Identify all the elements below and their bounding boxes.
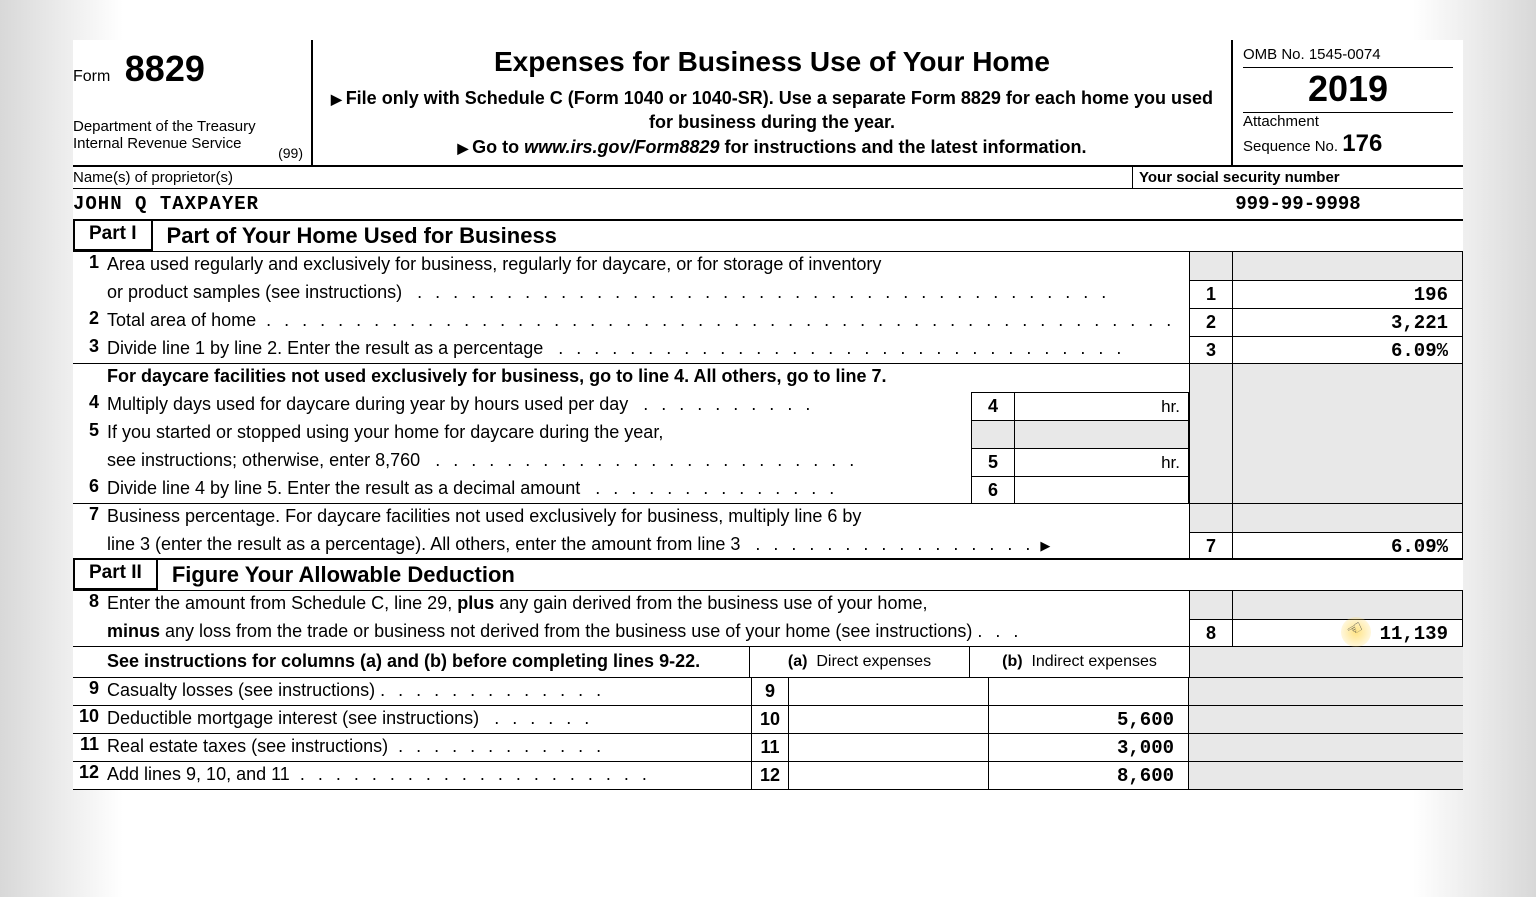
- part-2-lines: 8 Enter the amount from Schedule C, line…: [73, 591, 1463, 790]
- daycare-note: For daycare facilities not used exclusiv…: [73, 364, 1463, 392]
- line-10-col-a: [789, 706, 989, 733]
- part-1-label: Part I: [73, 221, 153, 251]
- line-2-box: 2: [1189, 308, 1233, 336]
- form-number: 8829: [125, 48, 205, 90]
- line-5a: 5 If you started or stopped using your h…: [73, 420, 1463, 448]
- line-11-box: 11: [751, 734, 789, 761]
- line-9-box: 9: [751, 678, 789, 705]
- part-1-header: Part I Part of Your Home Used for Busine…: [73, 221, 1463, 252]
- header-left: Form 8829 Department of the Treasury Int…: [73, 40, 313, 165]
- id-labels-row: Name(s) of proprietor(s) Your social sec…: [73, 167, 1463, 189]
- instruction-2: Go to www.irs.gov/Form8829 for instructi…: [323, 135, 1221, 159]
- line-7a: 7 Business percentage. For daycare facil…: [73, 504, 1463, 532]
- line-8b: minus any loss from the trade or busines…: [73, 619, 1463, 647]
- omb-number: OMB No. 1545-0074: [1243, 46, 1453, 68]
- columns-note: See instructions for columns (a) and (b)…: [107, 647, 749, 677]
- ssn-label: Your social security number: [1133, 167, 1463, 188]
- line-5-value: hr.: [1015, 448, 1189, 476]
- line-8-value: 11,139: [1233, 619, 1463, 646]
- line-11: 11 Real estate taxes (see instructions) …: [73, 734, 1463, 762]
- form-header: Form 8829 Department of the Treasury Int…: [73, 40, 1463, 167]
- line-2-value: 3,221: [1233, 308, 1463, 336]
- line-12: 12 Add lines 9, 10, and 11 . . . . . . .…: [73, 762, 1463, 790]
- line-10: 10 Deductible mortgage interest (see ins…: [73, 706, 1463, 734]
- line-2: 2 Total area of home . . . . . . . . . .…: [73, 308, 1463, 336]
- line-6: 6 Divide line 4 by line 5. Enter the res…: [73, 476, 1463, 504]
- part-1-title: Part of Your Home Used for Business: [167, 221, 557, 251]
- irs-label: Internal Revenue Service: [73, 135, 307, 152]
- line-11-col-a: [789, 734, 989, 761]
- line-4: 4 Multiply days used for daycare during …: [73, 392, 1463, 420]
- line-5b: see instructions; otherwise, enter 8,760…: [73, 448, 1463, 476]
- col-b-header: (b) Indirect expenses: [969, 647, 1189, 677]
- code-99: (99): [278, 145, 303, 161]
- line-3-box: 3: [1189, 336, 1233, 363]
- header-middle: Expenses for Business Use of Your Home F…: [313, 40, 1233, 165]
- names-label: Name(s) of proprietor(s): [73, 167, 1133, 188]
- line-12-col-a: [789, 762, 989, 789]
- line-1-box: 1: [1189, 280, 1233, 308]
- sequence-no: 176: [1342, 130, 1382, 157]
- line-6-box: 6: [971, 476, 1015, 503]
- line-8a: 8 Enter the amount from Schedule C, line…: [73, 591, 1463, 619]
- line-9-col-b: [989, 678, 1189, 705]
- proprietor-name: JOHN Q TAXPAYER: [73, 189, 1133, 219]
- line-1-value: 196: [1233, 280, 1463, 308]
- line-7-box: 7: [1189, 532, 1233, 558]
- line-10-col-b: 5,600: [989, 706, 1189, 733]
- line-4-value: hr.: [1015, 392, 1189, 420]
- part-2-label: Part II: [73, 560, 158, 590]
- tax-year: 2019: [1243, 68, 1453, 113]
- line-11-col-b: 3,000: [989, 734, 1189, 761]
- instruction-1: File only with Schedule C (Form 1040 or …: [323, 86, 1221, 135]
- line-3-value: 6.09%: [1233, 336, 1463, 363]
- line-4-box: 4: [971, 392, 1015, 420]
- part-1-lines: 1 Area used regularly and exclusively fo…: [73, 252, 1463, 560]
- line-10-box: 10: [751, 706, 789, 733]
- line-1: 1 Area used regularly and exclusively fo…: [73, 252, 1463, 280]
- dept-treasury: Department of the Treasury: [73, 118, 307, 135]
- line-1b: or product samples (see instructions) . …: [73, 280, 1463, 308]
- id-values-row: JOHN Q TAXPAYER 999-99-9998: [73, 189, 1463, 221]
- line-7b: line 3 (enter the result as a percentage…: [73, 532, 1463, 560]
- form-8829: Form 8829 Department of the Treasury Int…: [73, 40, 1463, 790]
- ssn-value: 999-99-9998: [1133, 189, 1463, 219]
- line-8-box: 8: [1189, 619, 1233, 646]
- attachment-label: Attachment: [1243, 113, 1453, 130]
- line-9: 9 Casualty losses (see instructions) . .…: [73, 678, 1463, 706]
- line-9-col-a: [789, 678, 989, 705]
- line-7-value: 6.09%: [1233, 532, 1463, 558]
- part-2-header: Part II Figure Your Allowable Deduction: [73, 560, 1463, 591]
- line-6-value: [1015, 476, 1189, 503]
- sequence-row: Sequence No. 176: [1243, 130, 1453, 158]
- columns-header: See instructions for columns (a) and (b)…: [73, 647, 1463, 678]
- line-3: 3 Divide line 1 by line 2. Enter the res…: [73, 336, 1463, 364]
- form-title: Expenses for Business Use of Your Home: [323, 46, 1221, 78]
- col-a-header: (a) Direct expenses: [749, 647, 969, 677]
- header-right: OMB No. 1545-0074 2019 Attachment Sequen…: [1233, 40, 1463, 165]
- line-12-col-b: 8,600: [989, 762, 1189, 789]
- form-word: Form: [73, 68, 110, 85]
- part-2-title: Figure Your Allowable Deduction: [172, 560, 515, 590]
- line-12-box: 12: [751, 762, 789, 789]
- line-5-box: 5: [971, 448, 1015, 476]
